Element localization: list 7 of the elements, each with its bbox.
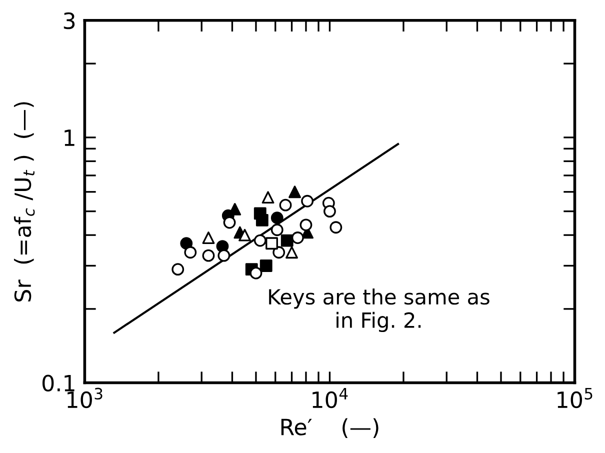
annotation: Keys are the same as in Fig. 2. bbox=[269, 288, 490, 332]
y-tick-label: 3 bbox=[64, 12, 75, 30]
x-tick-label: 10$^{5}$ bbox=[558, 388, 592, 408]
y-axis-title: Sr (=af$_{c}$ /U$_{t}$ ) (—) bbox=[14, 102, 35, 302]
x-axis-title: Re′ (—) bbox=[281, 418, 378, 438]
x-tick-label: 10$^{4}$ bbox=[312, 388, 348, 408]
y-tick-label: 1 bbox=[64, 130, 74, 146]
